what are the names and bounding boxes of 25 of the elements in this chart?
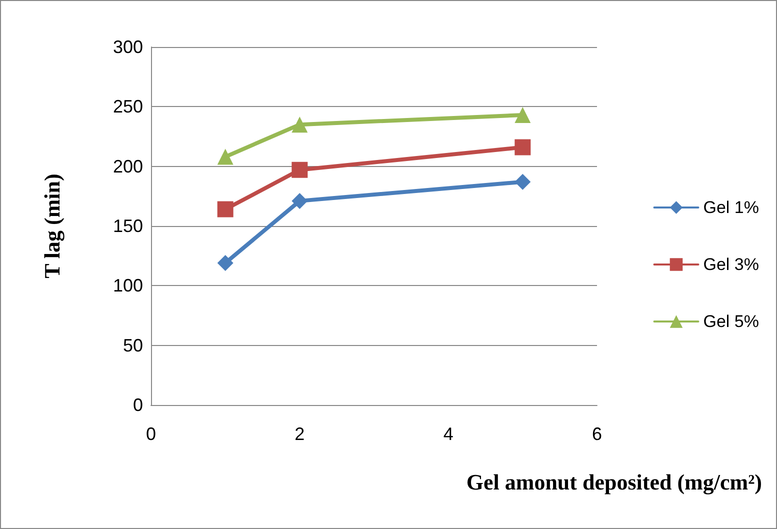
y-tick-label: 50 [122, 335, 143, 356]
legend-label: Gel 5% [703, 312, 759, 331]
point [514, 174, 531, 190]
legend-label: Gel 1% [703, 198, 759, 217]
x-axis-title: Gel amonut deposited (mg/cm²) [466, 470, 762, 494]
y-tick-label: 300 [112, 37, 143, 57]
y-tick-label: 100 [112, 276, 143, 296]
point [292, 116, 308, 133]
point [217, 201, 234, 218]
y-tick-label: 200 [112, 156, 143, 176]
x-tick-label: 4 [443, 424, 454, 444]
y-tick-label: 0 [132, 395, 143, 415]
legend-label: Gel 3% [703, 255, 759, 274]
point [217, 254, 234, 271]
point [514, 107, 531, 124]
x-tick-label: 0 [146, 424, 156, 444]
point [514, 139, 531, 156]
x-tick-label: 6 [592, 424, 602, 444]
point [292, 192, 308, 209]
y-tick-label: 250 [112, 96, 143, 117]
point [217, 148, 234, 165]
x-tick-label: 2 [294, 424, 305, 444]
y-axis-title: T lag (min) [40, 174, 64, 278]
y-tick-label: 150 [112, 216, 143, 236]
point [292, 162, 308, 178]
